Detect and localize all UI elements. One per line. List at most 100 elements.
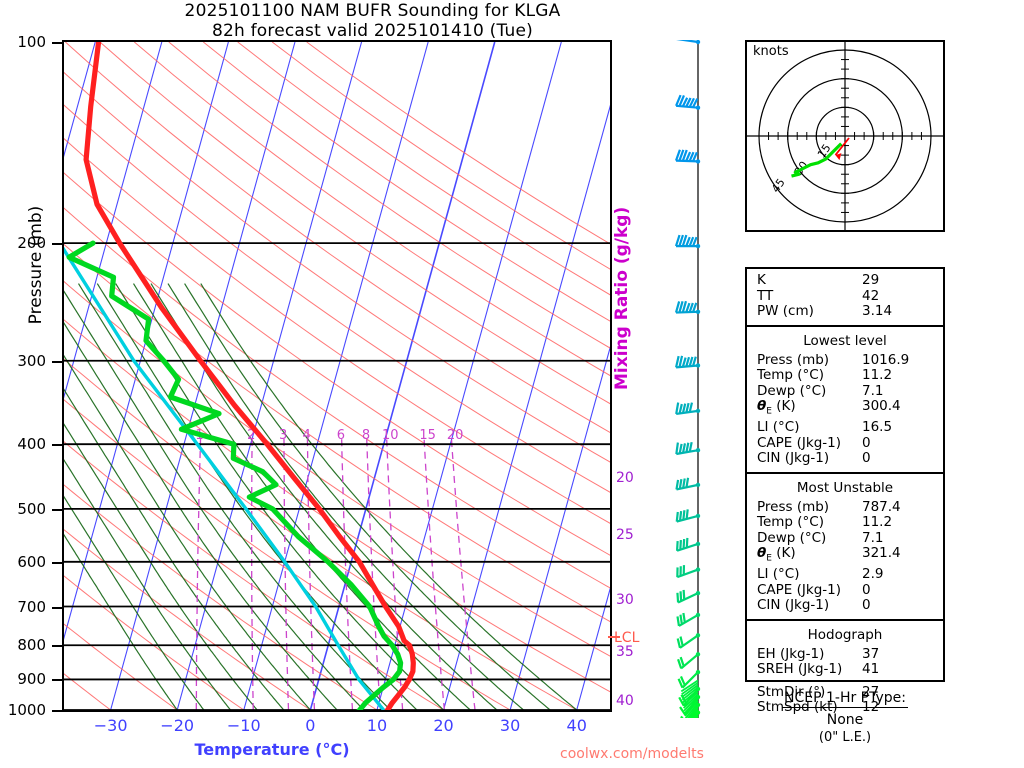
table-row-value: 2.9: [862, 566, 884, 583]
table-row-key: Temp (°C): [757, 514, 824, 531]
table-row: StmDir (°) 27: [747, 683, 943, 701]
table-section-summary: K 29 TT 42 PW (cm) 3.14: [747, 269, 943, 327]
sounding-index-table: K 29 TT 42 PW (cm) 3.14 Lowest level Press (mb…: [745, 267, 945, 715]
svg-text:20: 20: [447, 428, 464, 443]
table-row-key: Press (mb): [757, 351, 830, 368]
table-row: EH (Jkg-1) 37: [747, 645, 943, 663]
pressure-tick-label: 700: [17, 597, 46, 616]
pressure-tick: [52, 561, 62, 564]
svg-text:3: 3: [279, 428, 287, 443]
pressure-tick: [52, 360, 62, 363]
skewt-diagram: 1 2 3 4 6 8 10 15 20: [62, 40, 612, 712]
table-row-key: CAPE (Jkg-1): [757, 434, 841, 451]
pressure-tick-label: 800: [17, 636, 46, 655]
table-row: TT 42: [747, 287, 943, 305]
ptype-liquid-equivalent: (0" L.E.): [818, 730, 872, 745]
pressure-tick: [52, 508, 62, 511]
table-row: Press (mb) 1016.9: [747, 351, 943, 369]
table-row-value: 37: [862, 645, 880, 662]
table-row-value: 300.4: [862, 398, 901, 414]
pressure-tick: [52, 42, 62, 44]
table-row-value: 7.1: [862, 529, 884, 546]
lcl-marker-icon: [608, 636, 620, 638]
table-row: CIN (Jkg-1) 0: [747, 598, 943, 614]
temperature-tick-label: −20: [160, 716, 195, 735]
table-section-heading: Hodograph: [807, 626, 883, 643]
table-row-value: 29: [862, 272, 880, 288]
pressure-tick: [52, 606, 62, 609]
pressure-tick-label: 600: [17, 552, 46, 571]
pressure-axis-label: Pressure (mb): [26, 205, 46, 325]
table-row-value: 42: [862, 287, 880, 304]
pressure-tick-label: 400: [17, 435, 46, 454]
pressure-tick: [52, 679, 62, 682]
lcl-label: LCL: [614, 630, 640, 646]
table-row-value: 11.2: [862, 367, 893, 383]
temperature-tick-label: −10: [226, 716, 261, 735]
pressure-axis: 100 200 300 400 500 600 700 800 900 1000: [0, 33, 62, 719]
temperature-tick-label: 30: [499, 716, 521, 735]
table-row: Press (mb) 787.4: [747, 498, 943, 516]
table-row: CAPE (Jkg-1) 0: [747, 434, 943, 452]
table-section-most-unstable: Most Unstable Press (mb) 787.4 Temp (°C) 11.…: [747, 474, 943, 621]
hodograph-units-label: knots: [753, 44, 789, 59]
svg-text:6: 6: [337, 428, 345, 443]
table-row-key: Dewp (°C): [757, 529, 827, 546]
temperature-tick-label: −30: [93, 716, 128, 735]
mixing-ratio-side-label: 35: [616, 644, 634, 660]
table-section-lowest-level: Lowest level Press (mb) 1016.9 Temp (°C) 11.…: [747, 327, 943, 474]
temperature-tick-label: 40: [566, 716, 587, 735]
table-row-value: 41: [862, 661, 880, 678]
table-row: PW (cm) 3.14: [747, 303, 943, 320]
table-row: Temp (°C) 11.2: [747, 367, 943, 384]
pressure-tick-label: 100: [17, 33, 46, 51]
table-row-value: 1016.9: [862, 351, 910, 368]
temperature-tick-label: 20: [433, 716, 454, 735]
pressure-tick-label: 900: [17, 670, 46, 689]
pressure-tick: [52, 710, 62, 712]
svg-text:15: 15: [419, 428, 436, 443]
table-row-value: 11.2: [862, 514, 893, 531]
svg-text:4: 4: [302, 428, 310, 443]
mixing-ratio-side-label: 25: [616, 527, 634, 543]
credit-link[interactable]: coolwx.com/modelts: [560, 746, 704, 762]
temperature-tick-label: 10: [366, 716, 388, 735]
table-row-key: CIN (Jkg-1): [757, 450, 830, 467]
table-row-value: 3.14: [862, 303, 893, 319]
svg-text:8: 8: [362, 428, 370, 443]
svg-text:2: 2: [247, 428, 255, 443]
temperature-axis: −30 −20 −10 0 10 20 30 40: [62, 714, 612, 738]
pressure-tick-label: 1000: [7, 701, 46, 719]
table-row-value: 321.4: [862, 545, 901, 562]
table-row: K 29: [747, 272, 943, 289]
pressure-tick-label: 500: [17, 499, 46, 518]
pressure-tick: [52, 645, 62, 648]
wind-barb-column: [664, 28, 726, 742]
table-row: Dewp (°C) 7.1: [747, 529, 943, 547]
table-row-key: Press (mb): [757, 498, 830, 515]
table-row-key: θE (K): [757, 545, 796, 564]
table-row-key: K: [757, 272, 766, 288]
svg-text:10: 10: [382, 428, 399, 443]
mixing-ratio-side-label: 40: [616, 693, 634, 709]
table-row-key: LI (°C): [757, 419, 800, 436]
table-row-value: 27: [862, 683, 880, 700]
table-row: CAPE (Jkg-1) 0: [747, 582, 943, 599]
mixing-ratio-scale: 20 25 30 35 40: [612, 40, 664, 720]
table-row-key: CIN (Jkg-1): [757, 597, 830, 614]
temperature-axis-label: Temperature (°C): [194, 740, 350, 759]
table-row-key: Temp (°C): [757, 367, 824, 383]
table-row: SREH (Jkg-1) 41: [747, 662, 943, 678]
table-row-value: 16.5: [862, 419, 893, 436]
table-row: LI (°C) 2.9: [747, 567, 943, 583]
table-row-key: LI (°C): [757, 566, 800, 583]
table-section-hodograph: Hodograph EH (Jkg-1) 37 SREH (Jkg-1) 41 StmDi…: [747, 621, 943, 721]
pressure-tick: [52, 243, 62, 246]
table-row-key: θE (K): [757, 398, 796, 417]
mixing-ratio-side-label: 30: [616, 592, 634, 608]
table-row-value: 0: [862, 450, 871, 467]
pressure-tick-label: 300: [17, 351, 46, 370]
table-row-value: 7.1: [862, 382, 884, 399]
table-row-key: TT: [757, 287, 774, 304]
table-row-key: SREH (Jkg-1): [757, 661, 843, 678]
